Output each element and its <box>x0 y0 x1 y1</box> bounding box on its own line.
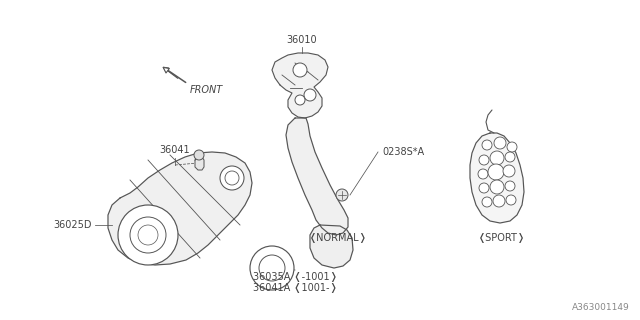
Circle shape <box>505 181 515 191</box>
Circle shape <box>304 89 316 101</box>
Text: A363001149: A363001149 <box>572 303 630 312</box>
Circle shape <box>478 169 488 179</box>
Polygon shape <box>195 157 204 170</box>
Circle shape <box>118 205 178 265</box>
Circle shape <box>494 137 506 149</box>
Circle shape <box>488 164 504 180</box>
Circle shape <box>250 246 294 290</box>
Circle shape <box>490 151 504 165</box>
Circle shape <box>479 183 489 193</box>
Polygon shape <box>108 152 252 265</box>
Text: FRONT: FRONT <box>190 85 223 95</box>
Circle shape <box>194 150 204 160</box>
Text: 36025D: 36025D <box>54 220 92 230</box>
Text: 0238S*A: 0238S*A <box>382 147 424 157</box>
Circle shape <box>506 195 516 205</box>
Circle shape <box>507 142 517 152</box>
Text: 36010: 36010 <box>287 35 317 45</box>
Circle shape <box>493 195 505 207</box>
Circle shape <box>505 152 515 162</box>
Circle shape <box>336 189 348 201</box>
Text: ❬NORMAL❭: ❬NORMAL❭ <box>308 233 367 243</box>
Polygon shape <box>286 118 348 235</box>
Polygon shape <box>272 53 328 118</box>
Circle shape <box>482 197 492 207</box>
Circle shape <box>490 180 504 194</box>
Text: 36041A ❬1001-❭: 36041A ❬1001-❭ <box>253 283 337 293</box>
Text: ❬SPORT❭: ❬SPORT❭ <box>478 233 526 243</box>
Polygon shape <box>310 225 353 268</box>
Circle shape <box>295 95 305 105</box>
Text: 36035A ❬-1001❭: 36035A ❬-1001❭ <box>253 272 337 282</box>
Polygon shape <box>470 133 524 223</box>
Circle shape <box>479 155 489 165</box>
Circle shape <box>482 140 492 150</box>
Circle shape <box>503 165 515 177</box>
Text: 36041: 36041 <box>160 145 190 155</box>
Circle shape <box>293 63 307 77</box>
Circle shape <box>220 166 244 190</box>
